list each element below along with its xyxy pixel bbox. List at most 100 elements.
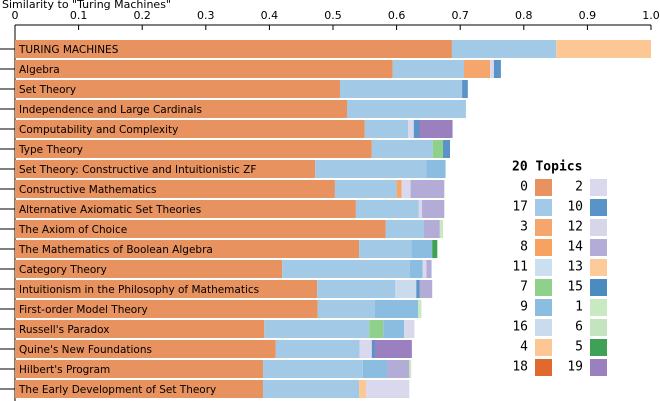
legend-label: 8: [520, 240, 528, 255]
legend-label: 11: [512, 260, 528, 275]
x-tick-label: 0.5: [324, 9, 342, 22]
bar-segment: [418, 300, 422, 318]
bar-segment: [15, 340, 276, 358]
x-tick-label: 0: [12, 9, 19, 22]
category-label: Type Theory: [18, 144, 83, 156]
bar-segment: [432, 240, 438, 258]
x-tick-label: 0.8: [515, 9, 533, 22]
bar-segment: [15, 160, 316, 178]
bar-segment: [490, 60, 494, 78]
category-label: The Axiom of Choice: [18, 224, 127, 236]
legend-swatch: [590, 259, 607, 276]
legend-swatch: [535, 339, 552, 356]
x-tick-label: 0.9: [579, 9, 597, 22]
chart-title: Similarity to "Turing Machines": [2, 0, 171, 11]
bar-segment: [15, 200, 356, 218]
legend-label: 3: [520, 220, 528, 235]
bar-segment: [15, 260, 283, 278]
bar-segment: [404, 320, 415, 338]
bar-segment: [410, 180, 445, 198]
legend-label: 18: [512, 360, 528, 375]
bar-segment: [282, 260, 410, 278]
bar-segment: [317, 300, 375, 318]
bar-segment: [15, 180, 335, 198]
bar-segment: [383, 320, 405, 338]
legend-swatch: [590, 239, 607, 256]
legend-label: 7: [520, 280, 528, 295]
bar-segment: [359, 240, 412, 258]
category-label: Russell's Paradox: [19, 324, 109, 336]
bar-segment: [15, 380, 264, 398]
bar-segment: [464, 60, 491, 78]
bar-segment: [392, 60, 465, 78]
legend-swatch: [535, 279, 552, 296]
category-label: Hilbert's Program: [19, 364, 110, 376]
legend-label: 13: [567, 260, 583, 275]
legend-swatch: [535, 359, 552, 376]
legend-swatch: [535, 219, 552, 236]
bar-segment: [419, 280, 433, 298]
bar-segment: [359, 380, 367, 398]
bar-segment: [439, 220, 444, 238]
category-label: Set Theory: [19, 84, 76, 96]
legend-swatch: [590, 299, 607, 316]
legend-swatch: [535, 179, 552, 196]
bar-segment: [422, 260, 427, 278]
bar-segment: [374, 340, 412, 358]
legend-label: 2: [575, 180, 583, 195]
category-label: Set Theory: Constructive and Intuitionis…: [19, 164, 256, 176]
category-label: Algebra: [19, 64, 60, 76]
bar-segment: [408, 120, 414, 138]
bar-segment: [15, 300, 318, 318]
bar-segment: [15, 40, 452, 58]
bar-segment: [409, 260, 423, 278]
bar-segment: [15, 220, 386, 238]
legend-label: 10: [567, 200, 583, 215]
bar-segment: [263, 380, 360, 398]
bar-segment: [15, 60, 393, 78]
legend-label: 6: [575, 320, 583, 335]
legend-swatch: [590, 319, 607, 336]
category-label: Quine's New Foundations: [19, 344, 152, 356]
x-tick-label: 0.4: [261, 9, 279, 22]
x-tick-label: 0.6: [388, 9, 406, 22]
category-label: The Mathematics of Boolean Algebra: [18, 244, 213, 256]
bar-segment: [15, 100, 347, 118]
legend-swatch: [535, 199, 552, 216]
legend-label: 19: [567, 360, 583, 375]
legend-swatch: [590, 339, 607, 356]
legend-swatch: [535, 259, 552, 276]
bar-segment: [275, 340, 360, 358]
legend-label: 14: [567, 240, 583, 255]
legend-swatch: [535, 239, 552, 256]
bar-segment: [315, 160, 427, 178]
legend-label: 5: [575, 340, 583, 355]
bar-segment: [396, 180, 402, 198]
bar-segment: [443, 140, 451, 158]
bar-segment: [15, 140, 372, 158]
bar-segment: [334, 180, 397, 198]
bar-segment: [371, 340, 375, 358]
category-label: Alternative Axiomatic Set Theories: [19, 204, 201, 216]
legend-label: 1: [575, 300, 583, 315]
x-tick-label: 0.3: [197, 9, 215, 22]
legend-swatch: [590, 359, 607, 376]
bar-segment: [556, 40, 651, 58]
bar-segment: [263, 360, 363, 378]
bar-segment: [366, 380, 410, 398]
bar-segment: [346, 100, 466, 118]
legend-title: 20 Topics: [512, 160, 582, 175]
bar-segment: [15, 240, 360, 258]
bar-segment: [387, 360, 410, 378]
bar-segment: [419, 120, 453, 138]
bar-segment: [355, 200, 419, 218]
legend-label: 15: [567, 280, 583, 295]
category-label: The Early Development of Set Theory: [18, 384, 216, 396]
bar-segment: [339, 80, 463, 98]
bar-segment: [423, 220, 440, 238]
bar-segment: [413, 120, 420, 138]
bar-segment: [401, 180, 411, 198]
legend-label: 12: [567, 220, 583, 235]
category-label: TURING MACHINES: [18, 44, 119, 56]
